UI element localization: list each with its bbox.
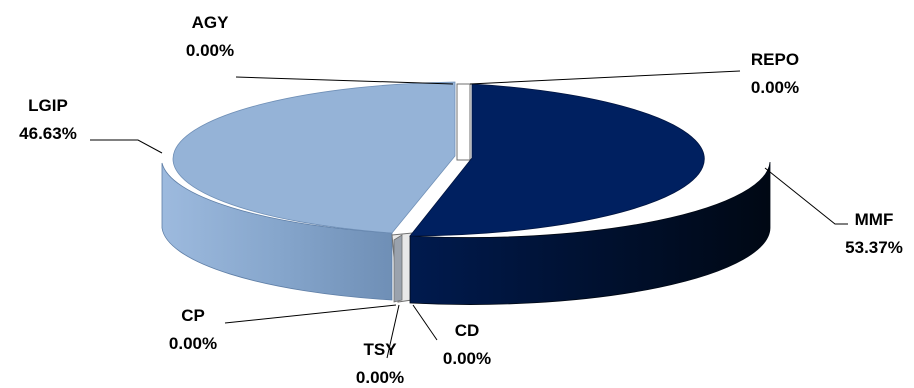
- slice-lgip: [161, 81, 456, 301]
- label-repo-name: REPO: [751, 50, 799, 69]
- leader-lgip: [90, 139, 163, 154]
- label-lgip-value: 46.63%: [19, 124, 77, 143]
- zero-slices: [391, 83, 471, 303]
- label-cp-value: 0.00%: [169, 334, 217, 353]
- slice-lgip-top: [172, 81, 456, 234]
- leader-cd: [412, 304, 438, 341]
- label-cd-value: 0.00%: [443, 349, 491, 368]
- label-agy-value: 0.00%: [186, 41, 234, 60]
- slice-agy-sliver: [456, 83, 471, 161]
- leader-lines: [90, 70, 848, 359]
- slice-mmf: [409, 83, 771, 305]
- label-repo-value: 0.00%: [751, 78, 799, 97]
- leader-agy: [235, 76, 454, 85]
- leader-tsy: [386, 304, 400, 359]
- leader-cp: [224, 304, 397, 324]
- slice-cp-sliver: [393, 234, 403, 303]
- leader-repo: [469, 70, 741, 85]
- slice-mmf-side: [409, 161, 771, 305]
- label-agy-name: AGY: [192, 13, 230, 32]
- slice-lgip-side: [161, 162, 393, 301]
- label-cp-name: CP: [181, 306, 205, 325]
- label-tsy-value: 0.00%: [356, 368, 404, 387]
- label-mmf-name: MMF: [855, 210, 894, 229]
- leader-mmf: [764, 167, 848, 225]
- data-labels: AGY 0.00% REPO 0.00% LGIP 46.63% MMF 53.…: [19, 13, 903, 387]
- label-mmf-value: 53.37%: [845, 238, 903, 257]
- slice-mmf-top: [409, 83, 705, 237]
- label-cd-name: CD: [455, 321, 480, 340]
- label-tsy-name: TSY: [363, 340, 397, 359]
- label-lgip-name: LGIP: [28, 96, 68, 115]
